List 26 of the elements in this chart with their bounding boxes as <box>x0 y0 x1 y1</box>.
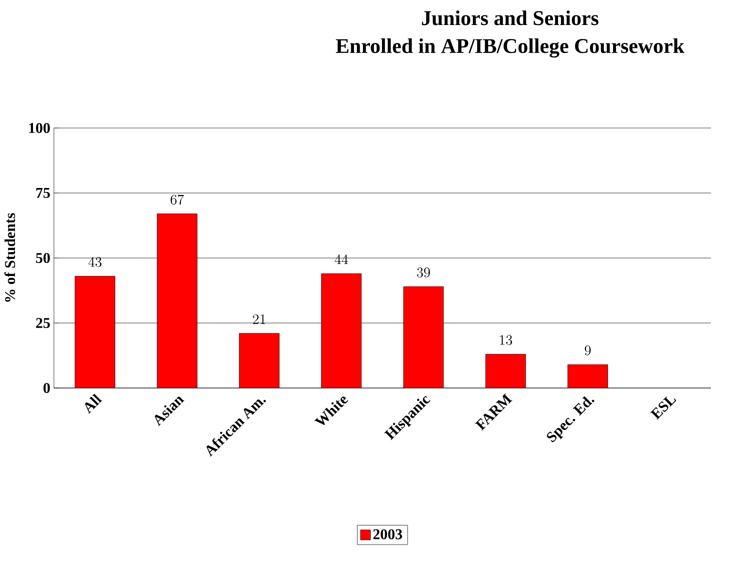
chart-title: Juniors and Seniors <box>422 10 598 26</box>
y-tick-label: 50 <box>36 252 50 264</box>
x-tick-label: ESL <box>650 396 676 420</box>
x-tick-label: Spec. Ed. <box>546 396 594 442</box>
bar <box>239 333 280 388</box>
data-label: 39 <box>417 268 430 278</box>
chart-subtitle: Enrolled in AP/IB/College Coursework <box>336 38 684 58</box>
bar <box>321 273 362 388</box>
y-tick-label: 75 <box>36 188 50 198</box>
data-label: 43 <box>88 257 102 267</box>
bar <box>156 214 198 388</box>
y-axis-title: % of Students <box>4 213 16 302</box>
bar <box>568 364 608 388</box>
bar <box>403 286 444 388</box>
y-tick-label: 25 <box>36 318 50 328</box>
y-tick-label: 100 <box>29 122 50 134</box>
y-tick-label: 0 <box>44 382 50 394</box>
bar <box>74 276 116 388</box>
legend-label: 2003 <box>373 529 402 540</box>
data-label: 9 <box>584 346 591 356</box>
data-label: 13 <box>500 335 512 345</box>
x-tick-label: All <box>84 394 102 414</box>
data-label: 44 <box>334 254 348 264</box>
bar <box>485 354 526 388</box>
data-label: 67 <box>170 194 184 205</box>
data-label: 21 <box>252 314 266 324</box>
